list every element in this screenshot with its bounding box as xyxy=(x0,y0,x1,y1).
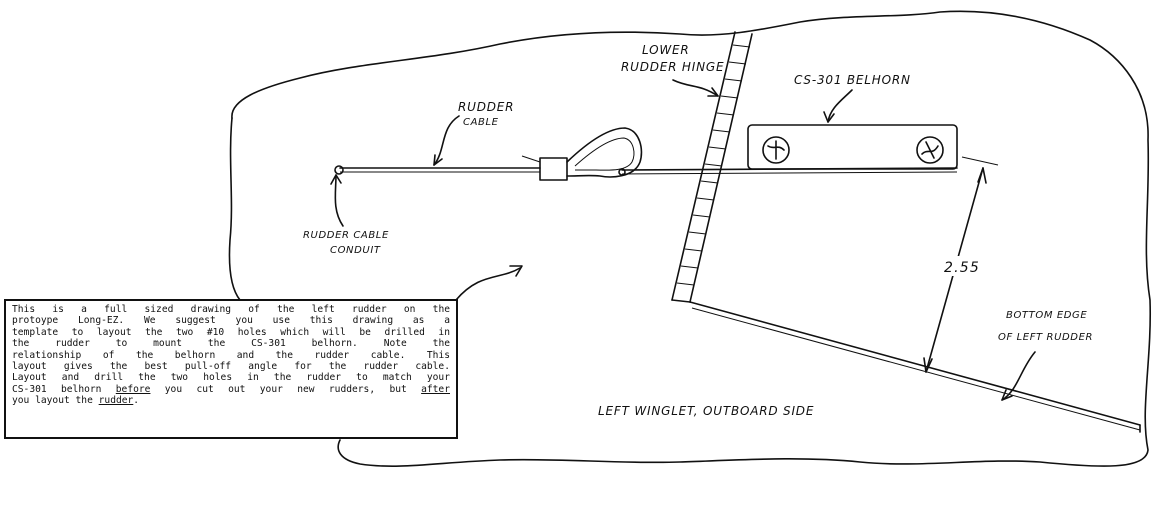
note-line: This is a full sized drawing of the left… xyxy=(12,304,450,315)
dimension-arrow-top xyxy=(977,167,987,184)
note-line: relationship of the belhorn and the rudd… xyxy=(12,349,450,361)
belhorn-screw-right xyxy=(916,136,944,164)
note-line: template to layout the two #10 holes whi… xyxy=(12,326,450,338)
dimension-extension-top xyxy=(961,156,999,166)
bottom-edge-leader-arrow xyxy=(1001,389,1013,401)
cable-swage-sleeve xyxy=(539,157,568,181)
rudder-hinge-bottom xyxy=(671,299,691,303)
underlined-word: after xyxy=(421,383,450,395)
cable-thimble-loop xyxy=(566,127,643,178)
hinge-label-line1: LOWER xyxy=(642,43,690,57)
belhorn-rod xyxy=(621,167,958,171)
conduit-label-line1: RUDDER CABLE xyxy=(303,230,389,241)
belhorn-screw-left xyxy=(762,136,790,164)
conduit-label-line2: CONDUIT xyxy=(330,245,381,256)
note-line: you layout the rudder. xyxy=(12,395,140,407)
winglet-label: LEFT WINGLET, OUTBOARD SIDE xyxy=(598,404,814,418)
note-line: Layout and drill the two holes in the ru… xyxy=(12,372,450,384)
belhorn-rod-2 xyxy=(621,171,958,175)
note-line: protoype Long-EZ. We suggest you use thi… xyxy=(12,315,450,327)
note-leader xyxy=(455,267,521,301)
dimension-label: 2.55 xyxy=(944,260,980,276)
conduit-leader xyxy=(334,174,344,227)
underlined-word: rudder xyxy=(98,395,134,407)
bottom-edge-label-line1: BOTTOM EDGE xyxy=(1006,310,1087,321)
belhorn-label: CS-301 BELHORN xyxy=(794,73,911,87)
rudder-bottom-edge-inner xyxy=(691,307,1141,431)
belhorn-rod-end xyxy=(618,168,626,176)
underlined-word: before xyxy=(115,383,151,395)
hinge-label-line2: RUDDER HINGE xyxy=(621,60,724,74)
cable-leader xyxy=(433,115,460,166)
dimension-arrow-bottom xyxy=(923,357,933,373)
rudder-hinge-line-outer xyxy=(671,31,736,301)
note-leader-arrow xyxy=(509,265,523,277)
cable-label-line2: CABLE xyxy=(463,117,499,128)
hinge-leader-arrow xyxy=(707,87,719,97)
belhorn-leader-arrow xyxy=(823,111,835,123)
cable-thimble-inner xyxy=(574,137,635,171)
hinge-leader xyxy=(672,79,719,97)
winglet-outline-left xyxy=(228,117,241,301)
conduit-leader-arrow xyxy=(330,174,342,185)
rudder-bottom-edge xyxy=(689,301,1141,426)
rudder-hinge-knuckles xyxy=(676,44,751,286)
bottom-edge-leader xyxy=(1001,351,1036,401)
note-box: This is a full sized drawing of the left… xyxy=(4,299,458,439)
rudder-cable-conduit-end xyxy=(334,165,344,175)
note-line: layout gives the best pull-off angle for… xyxy=(12,360,450,372)
note-line: CS-301 belhorn before you cut out your n… xyxy=(12,383,450,395)
cable-leader-arrow xyxy=(433,154,443,166)
note-line: the rudder to mount the CS-301 belhorn. … xyxy=(12,338,450,350)
rudder-hinge-line-inner xyxy=(689,33,753,303)
winglet-outline xyxy=(231,10,1152,467)
cable-swage-tail xyxy=(521,155,541,163)
cable-label-line1: RUDDER xyxy=(458,100,514,114)
belhorn-leader xyxy=(827,89,853,123)
bottom-edge-label-line2: OF LEFT RUDDER xyxy=(998,332,1093,343)
